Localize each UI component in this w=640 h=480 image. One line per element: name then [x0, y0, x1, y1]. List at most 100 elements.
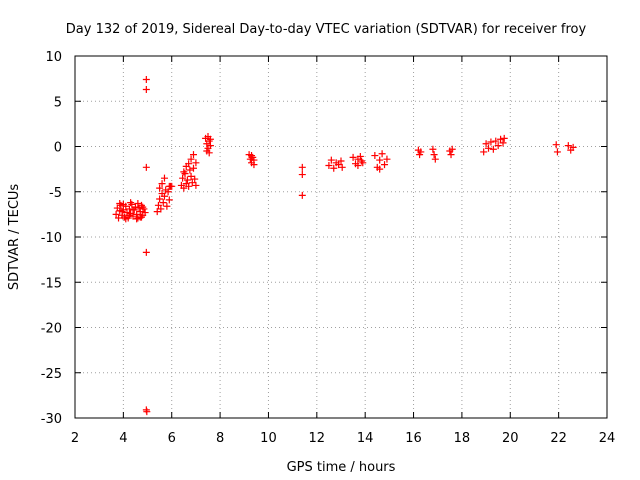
data-point	[376, 165, 384, 173]
data-point	[179, 174, 187, 182]
data-point	[185, 182, 193, 190]
data-point	[330, 164, 338, 172]
data-point	[492, 137, 500, 145]
data-point	[127, 199, 135, 207]
data-point	[185, 160, 193, 168]
chart-title: Day 132 of 2019, Sidereal Day-to-day VTE…	[66, 22, 587, 37]
gridlines	[75, 56, 607, 418]
data-point	[139, 203, 147, 211]
x-tick-label: 4	[119, 431, 127, 446]
data-point	[371, 152, 379, 160]
data-point	[356, 152, 364, 160]
data-point	[134, 200, 142, 208]
data-point	[142, 163, 150, 171]
y-axis-tick-labels: 10 5 0 -5 -10 -15 -20 -25 -30	[41, 50, 62, 427]
data-point	[448, 145, 456, 153]
data-point	[298, 191, 306, 199]
data-point	[163, 202, 171, 210]
y-tick-label: -15	[41, 276, 62, 291]
data-point	[125, 205, 133, 213]
y-tick-label: 10	[45, 50, 62, 65]
x-axis-tick-labels: 2 4 6 8 10 12 14 16 18 20 22 24	[71, 431, 615, 446]
data-point	[500, 134, 508, 142]
data-point	[430, 151, 438, 159]
data-point	[327, 156, 335, 164]
data-point	[168, 182, 176, 190]
data-point	[160, 192, 168, 200]
data-point	[337, 157, 345, 165]
x-tick-label: 2	[71, 431, 79, 446]
data-point	[349, 153, 357, 161]
data-point	[497, 135, 505, 143]
data-point	[142, 85, 150, 93]
data-point	[206, 135, 214, 143]
data-point	[205, 149, 213, 157]
data-point	[383, 155, 391, 163]
data-point	[564, 142, 572, 150]
data-point	[159, 199, 167, 207]
data-point	[250, 156, 258, 164]
data-point	[119, 200, 127, 208]
data-point	[489, 145, 497, 153]
data-point	[485, 144, 493, 152]
data-point	[338, 163, 346, 171]
data-point	[381, 161, 389, 169]
data-point	[378, 150, 386, 158]
data-point	[480, 148, 488, 156]
data-point	[187, 155, 195, 163]
data-point	[335, 161, 343, 169]
data-point	[181, 170, 189, 178]
data-point	[142, 76, 150, 84]
data-point	[482, 140, 490, 148]
data-point	[141, 209, 149, 217]
data-point	[116, 200, 124, 208]
data-point	[156, 184, 164, 192]
data-point	[164, 188, 172, 196]
data-point	[125, 211, 133, 219]
data-point	[553, 148, 561, 156]
data-point	[143, 408, 151, 416]
data-point	[298, 171, 306, 179]
data-point	[191, 175, 199, 183]
data-point	[447, 151, 455, 159]
data-point	[358, 157, 366, 165]
data-point	[499, 139, 507, 147]
data-point	[376, 156, 384, 164]
data-point	[129, 206, 137, 214]
y-tick-label: -5	[49, 186, 62, 201]
data-point	[192, 159, 200, 167]
data-point	[189, 151, 197, 159]
x-tick-label: 20	[502, 431, 519, 446]
data-point	[189, 164, 197, 172]
data-point	[206, 142, 214, 150]
data-point	[112, 210, 120, 218]
data-point	[186, 166, 194, 174]
data-points	[112, 76, 577, 416]
y-tick-label: -30	[41, 412, 62, 427]
x-tick-label: 12	[309, 431, 326, 446]
data-point	[417, 148, 425, 156]
data-point	[165, 196, 173, 204]
y-tick-label: 5	[54, 95, 62, 110]
data-point	[552, 141, 560, 149]
x-tick-label: 10	[260, 431, 277, 446]
x-tick-label: 24	[599, 431, 616, 446]
y-tick-label: -25	[41, 367, 62, 382]
data-point	[180, 184, 188, 192]
y-tick-label: -20	[41, 322, 62, 337]
x-tick-label: 18	[454, 431, 471, 446]
data-point	[153, 208, 161, 216]
data-point	[118, 208, 126, 216]
data-point	[354, 162, 362, 170]
x-tick-label: 22	[550, 431, 567, 446]
x-tick-label: 6	[168, 431, 176, 446]
x-tick-label: 16	[405, 431, 422, 446]
data-point	[569, 143, 577, 151]
data-point	[158, 180, 166, 188]
data-point	[133, 215, 141, 223]
data-point	[325, 162, 333, 170]
data-point	[156, 195, 164, 203]
data-point	[192, 181, 200, 189]
data-point	[136, 213, 144, 221]
